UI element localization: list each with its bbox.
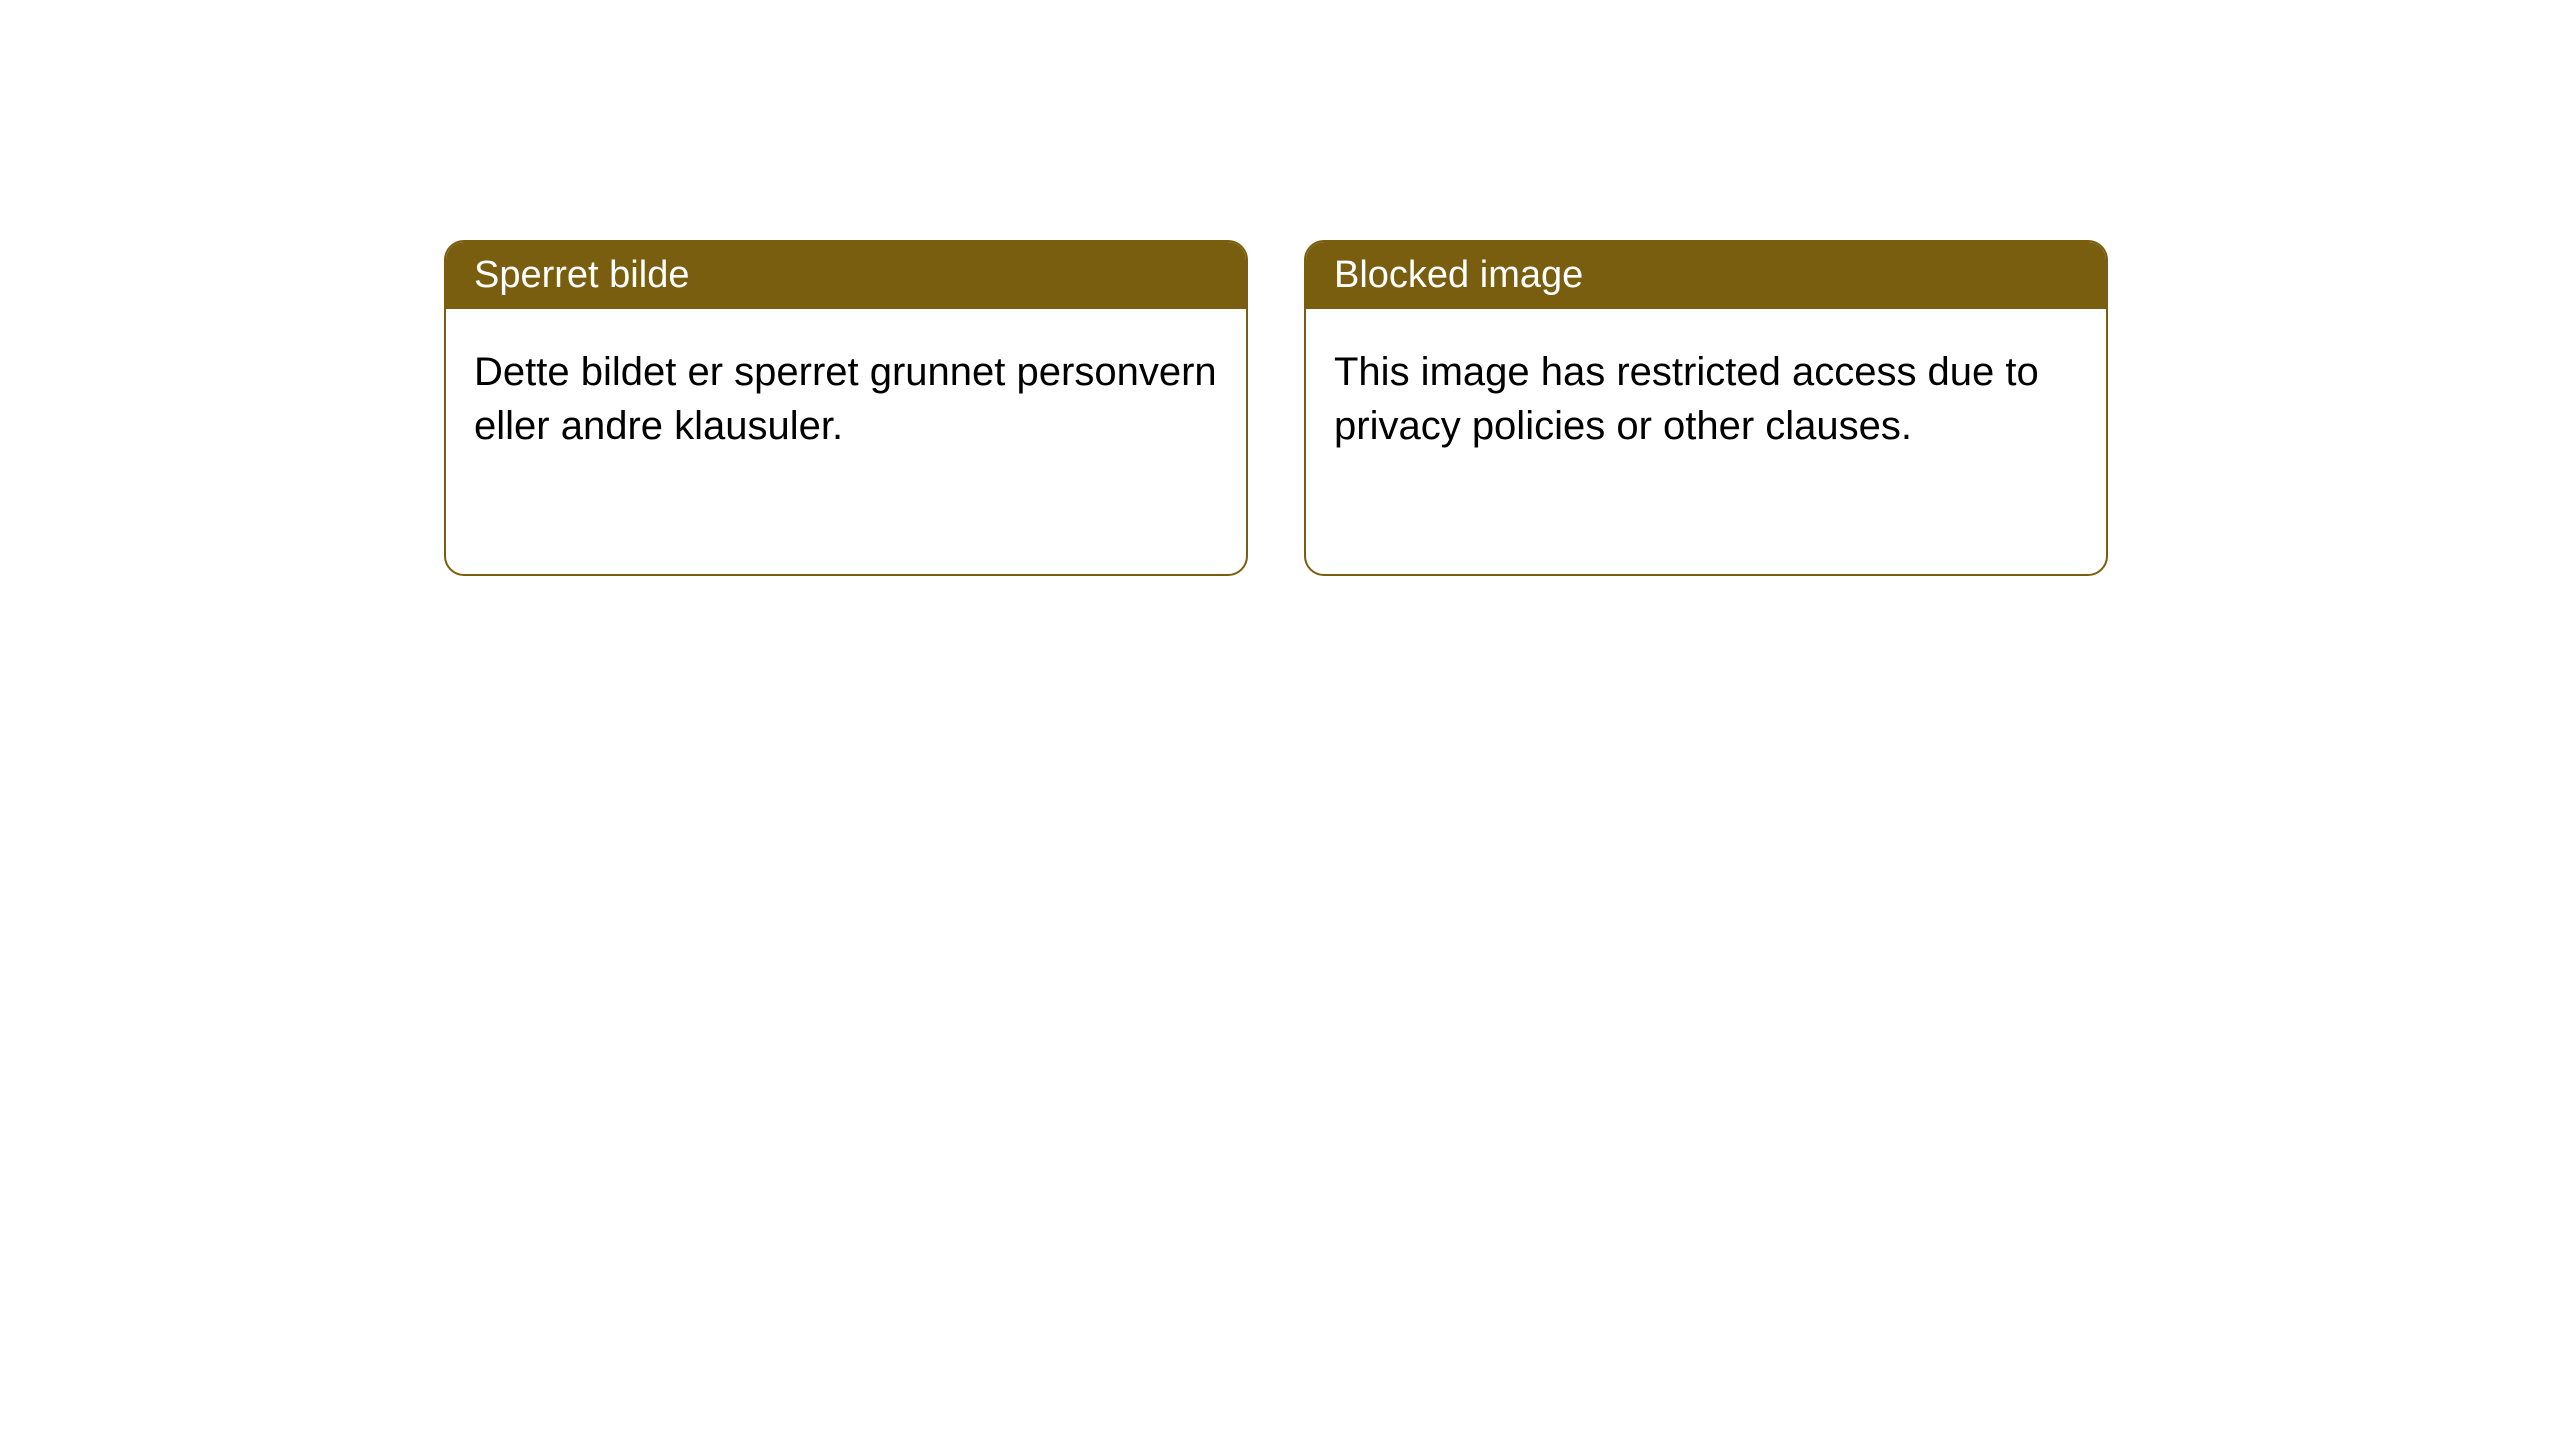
notice-card-body: Dette bildet er sperret grunnet personve… [446,309,1246,489]
notice-card-norwegian: Sperret bilde Dette bildet er sperret gr… [444,240,1248,576]
notice-card-header: Sperret bilde [446,242,1246,309]
notice-container: Sperret bilde Dette bildet er sperret gr… [0,0,2560,576]
notice-card-body: This image has restricted access due to … [1306,309,2106,489]
notice-card-header: Blocked image [1306,242,2106,309]
notice-card-english: Blocked image This image has restricted … [1304,240,2108,576]
